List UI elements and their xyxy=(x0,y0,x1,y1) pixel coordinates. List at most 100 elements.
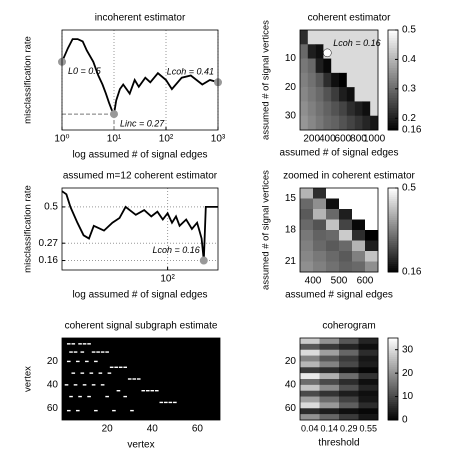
heat-cell xyxy=(300,115,309,131)
heat-cell xyxy=(358,343,379,351)
colorbar-strip xyxy=(388,338,398,341)
heat-cell xyxy=(346,87,355,102)
colorbar-strip xyxy=(388,70,398,73)
heat-cell xyxy=(300,414,320,421)
heat-cell xyxy=(315,72,324,88)
colorbar-frame xyxy=(387,337,399,421)
x-tick-label: 800 xyxy=(350,134,367,145)
colorbar-strip xyxy=(388,57,398,61)
heat-cell xyxy=(331,87,340,102)
heat-cell xyxy=(326,261,340,273)
point xyxy=(89,372,94,374)
y-tick-label: 18 xyxy=(285,225,297,236)
heat-cell xyxy=(339,240,353,252)
heat-cell xyxy=(339,219,353,231)
colorbar-strip xyxy=(388,230,398,233)
colorbar-strip xyxy=(388,196,398,199)
colorbar-strip xyxy=(388,242,398,246)
heat-cell xyxy=(339,349,359,356)
colorbar-strip xyxy=(388,67,398,71)
heat-cell xyxy=(339,230,353,241)
y-tick-label: 60 xyxy=(285,403,297,414)
colorbar-strip xyxy=(388,102,398,106)
colorbar-strip xyxy=(388,198,398,202)
heat-cell xyxy=(300,361,320,368)
point xyxy=(82,343,87,345)
colorbar-tick-label: 0.2 xyxy=(402,113,416,124)
colorbar-strip xyxy=(388,259,398,262)
colorbar-strip xyxy=(388,265,398,269)
colorbar-strip xyxy=(388,385,398,388)
heat-cell xyxy=(300,349,320,356)
y-tick-label: 30 xyxy=(285,110,297,121)
colorbar-strip xyxy=(388,362,398,366)
x-tick-label: 10² xyxy=(159,134,174,145)
heat-cell xyxy=(300,396,320,403)
heat-cell xyxy=(339,209,353,220)
heat-cell xyxy=(339,343,359,351)
heat-cell xyxy=(339,396,359,403)
heat-cell xyxy=(358,367,379,374)
marker xyxy=(199,256,208,265)
panel-title: assumed m=12 coherent estimator xyxy=(63,171,218,182)
heat-cell xyxy=(326,209,340,220)
heat-cell xyxy=(307,101,316,117)
heat-cell xyxy=(300,58,309,74)
heat-cell xyxy=(331,58,340,74)
colorbar-strip xyxy=(388,47,398,51)
y-tick-label: 10 xyxy=(285,53,297,64)
heat-cell xyxy=(323,115,332,131)
heat-cell xyxy=(313,230,327,241)
colorbar-strip xyxy=(388,248,398,252)
heat-cell xyxy=(370,72,379,88)
y-tick-label: 15 xyxy=(285,193,297,204)
x-tick-label: 400 xyxy=(305,276,322,287)
point xyxy=(105,395,109,398)
heat-cell xyxy=(362,30,371,45)
heat-cell xyxy=(307,58,316,74)
point xyxy=(75,360,80,363)
heat-cell xyxy=(313,198,327,210)
heat-cell xyxy=(339,402,359,409)
colorbar-strip xyxy=(388,122,398,126)
y-tick-label: 0.27 xyxy=(39,238,59,249)
y-axis-label: vertex xyxy=(23,366,34,392)
colorbar-tick-label: 0.16 xyxy=(402,267,422,278)
heat-cell xyxy=(307,72,316,88)
colorbar-strip xyxy=(388,204,398,208)
y-axis-label: assumed # of signal vertices xyxy=(261,20,272,140)
heat-cell xyxy=(352,261,366,273)
point xyxy=(116,390,121,392)
colorbar-strip xyxy=(388,82,398,86)
marker-label: Lcoh = 0.16 xyxy=(333,38,380,48)
heat-cell xyxy=(331,101,340,117)
axes-frame xyxy=(299,29,379,131)
panel-title: coherogram xyxy=(322,321,375,332)
colorbar-strip xyxy=(388,97,398,101)
colorbar-strip xyxy=(388,399,398,403)
heat-cell xyxy=(352,251,366,262)
heat-cell xyxy=(300,240,314,252)
heat-cell xyxy=(319,402,340,409)
colorbar-strip xyxy=(388,381,398,384)
heat-cell xyxy=(300,209,314,220)
colorbar-strip xyxy=(388,221,398,225)
heat-cell xyxy=(358,408,379,415)
colorbar-strip xyxy=(388,90,398,93)
heat-cell xyxy=(339,58,348,74)
colorbar-strip xyxy=(388,415,398,419)
colorbar-strip xyxy=(388,219,398,223)
heat-cell xyxy=(300,101,309,117)
y-tick-label: 0.16 xyxy=(39,255,59,266)
colorbar-strip xyxy=(388,397,398,400)
point xyxy=(105,351,109,353)
heat-cell xyxy=(358,379,379,386)
heat-cell xyxy=(319,384,340,392)
colorbar-strip xyxy=(388,213,398,216)
heat-cell xyxy=(339,408,359,415)
colorbar-strip xyxy=(388,32,398,36)
colorbar-tick-label: 0 xyxy=(402,415,408,426)
x-tick-label: 500 xyxy=(331,276,348,287)
point xyxy=(66,343,71,345)
heat-cell xyxy=(323,101,332,117)
